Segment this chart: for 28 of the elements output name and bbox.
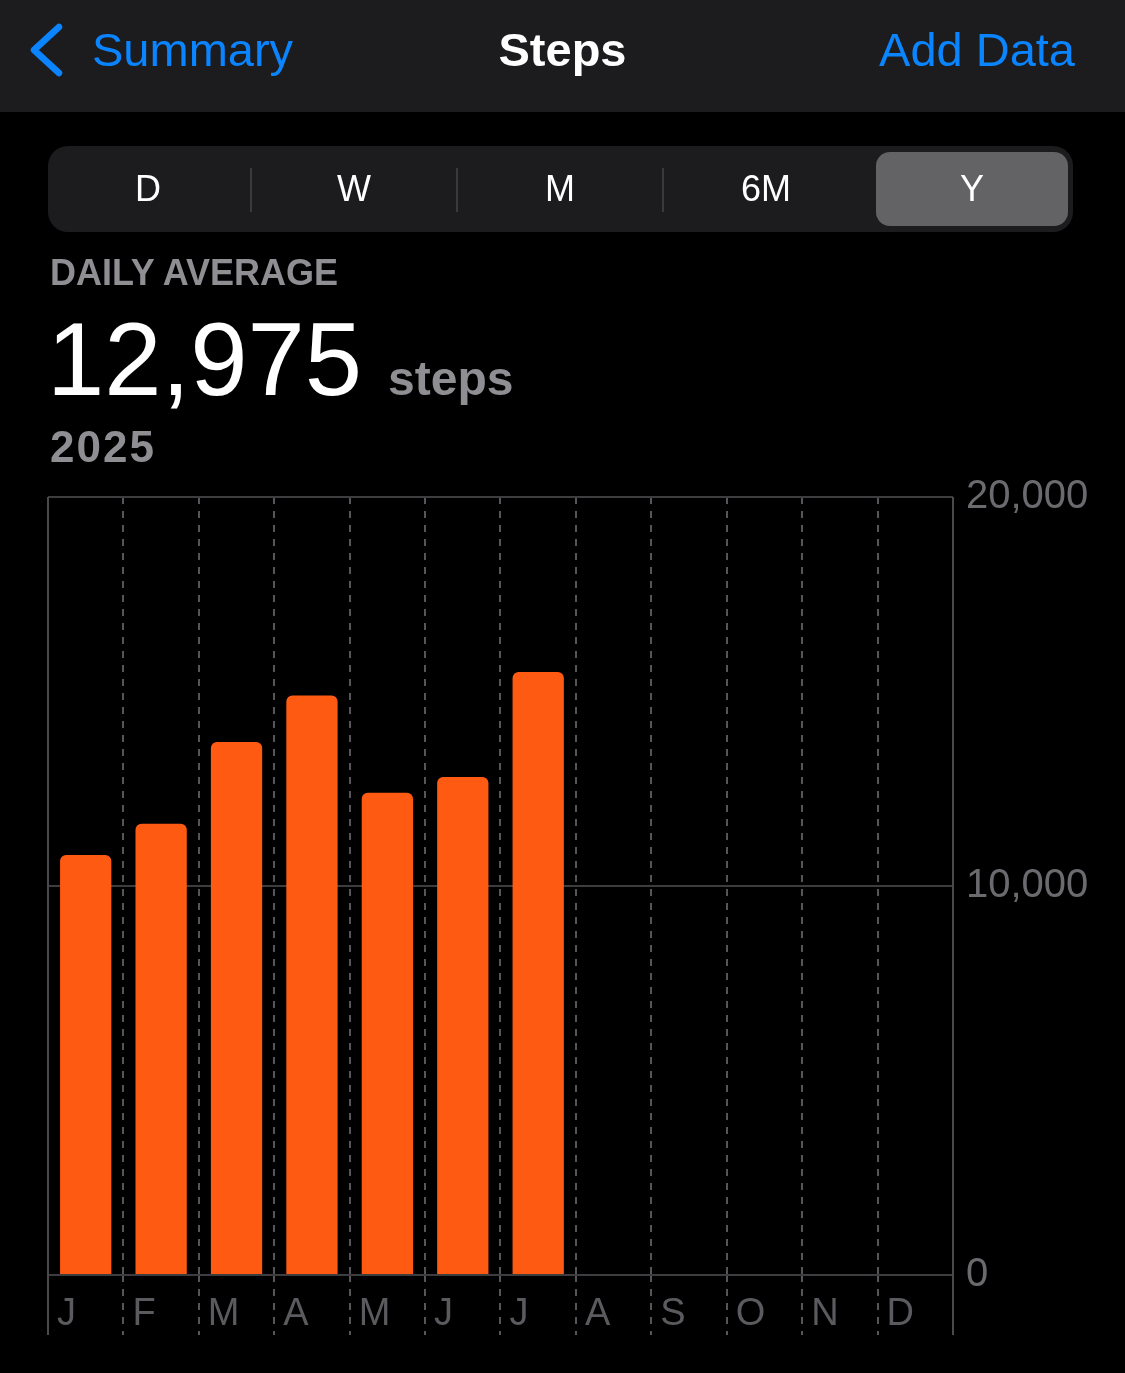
bar	[135, 823, 187, 1274]
segmented-control: D W M 6M Y	[48, 146, 1073, 232]
y-tick-label: 10,000	[966, 861, 1089, 906]
x-tick-label: J	[57, 1291, 76, 1334]
bar	[437, 777, 489, 1274]
bar	[60, 854, 112, 1274]
x-tick-label: D	[886, 1291, 915, 1334]
x-tick-label: M	[207, 1291, 240, 1334]
x-tick-label: S	[660, 1291, 686, 1334]
x-tick-label: J	[434, 1291, 454, 1334]
text: 2025	[50, 422, 156, 471]
x-tick-label: J	[509, 1291, 529, 1334]
bar	[361, 792, 414, 1274]
x-tick-label: N	[811, 1291, 839, 1334]
x-tick-label: M	[358, 1291, 391, 1334]
y-tick-label: 0	[966, 1250, 989, 1295]
bar	[210, 742, 263, 1274]
bar	[512, 672, 564, 1274]
x-tick-label: A	[283, 1291, 310, 1334]
x-tick-label: F	[132, 1291, 156, 1334]
text: steps	[388, 352, 514, 405]
text: 12,975	[47, 302, 363, 417]
text: DAILY AVERAGE	[50, 252, 339, 293]
y-tick-label: 20,000	[966, 472, 1089, 517]
x-tick-label: A	[584, 1291, 611, 1334]
selected-tab: Y	[876, 152, 1068, 226]
bar	[286, 695, 338, 1274]
x-tick-label: O	[735, 1291, 766, 1334]
